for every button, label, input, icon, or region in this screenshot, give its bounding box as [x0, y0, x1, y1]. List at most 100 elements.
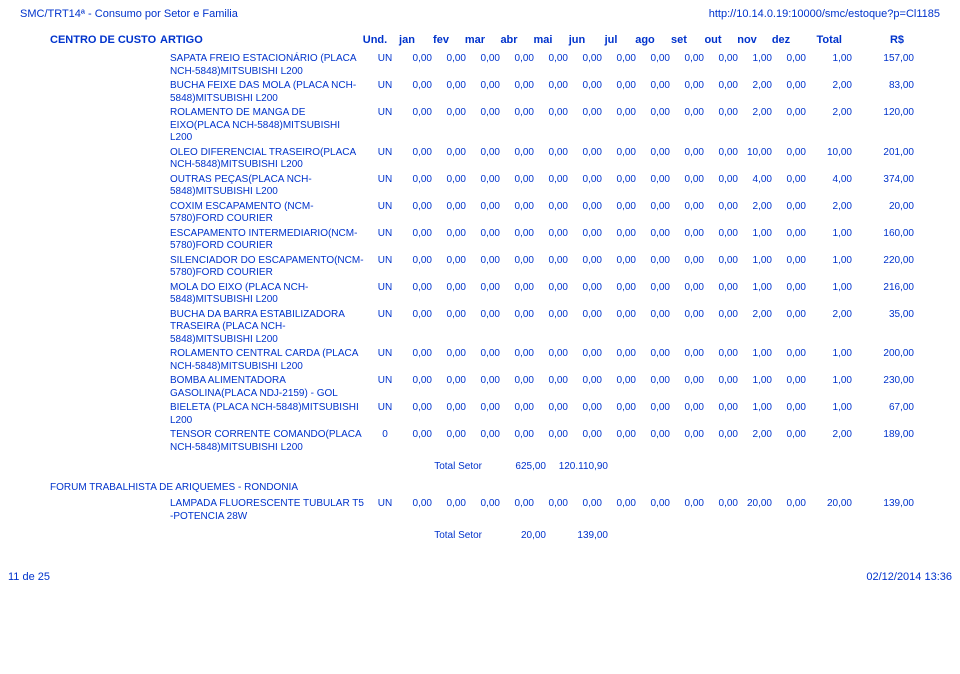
- rs-cell: 189,00: [856, 428, 918, 455]
- header-right: http://10.14.0.19:10000/smc/estoque?p=Cl…: [709, 8, 940, 20]
- month-cell: 0,00: [434, 347, 468, 374]
- month-cell: 0,00: [672, 281, 706, 308]
- month-cell: 0,00: [570, 497, 604, 524]
- total-cell: 2,00: [808, 200, 856, 227]
- und-header: Und.: [360, 34, 390, 46]
- und-cell: UN: [370, 254, 400, 281]
- month-cell: 0,00: [604, 281, 638, 308]
- month-cell: 0,00: [536, 227, 570, 254]
- month-cell: 0,00: [400, 374, 434, 401]
- und-cell: UN: [370, 497, 400, 524]
- table-row: OUTRAS PEÇAS(PLACA NCH-5848)MITSUBISHI L…: [170, 173, 918, 200]
- table-row: COXIM ESCAPAMENTO (NCM-5780)FORD COURIER…: [170, 200, 918, 227]
- month-cell: 0,00: [604, 227, 638, 254]
- month-cell: 0,00: [672, 146, 706, 173]
- month-cell: 0,00: [706, 106, 740, 146]
- month-cell: 0,00: [706, 227, 740, 254]
- rs-cell: 160,00: [856, 227, 918, 254]
- month-cell: 0,00: [774, 401, 808, 428]
- month-head-abr: abr: [492, 34, 526, 46]
- artigo-cell: ROLAMENTO DE MANGA DE EIXO(PLACA NCH-584…: [170, 106, 370, 146]
- month-cell: 0,00: [672, 497, 706, 524]
- total-cell: 2,00: [808, 79, 856, 106]
- month-cell: 0,00: [570, 146, 604, 173]
- month-cell: 0,00: [604, 79, 638, 106]
- month-cell: 0,00: [638, 173, 672, 200]
- total-cell: 20,00: [808, 497, 856, 524]
- month-cell: 0,00: [502, 227, 536, 254]
- month-cell: 0,00: [400, 401, 434, 428]
- month-cell: 0,00: [638, 308, 672, 348]
- month-cell: 0,00: [468, 308, 502, 348]
- month-cell: 0,00: [468, 146, 502, 173]
- rs-cell: 83,00: [856, 79, 918, 106]
- month-cell: 0,00: [468, 428, 502, 455]
- month-cell: 0,00: [774, 146, 808, 173]
- month-cell: 0,00: [604, 106, 638, 146]
- rs-cell: 200,00: [856, 347, 918, 374]
- month-cell: 0,00: [706, 146, 740, 173]
- total-cell: 1,00: [808, 227, 856, 254]
- rs-header: R$: [846, 34, 908, 46]
- month-cell: 0,00: [706, 52, 740, 79]
- month-cell: 0,00: [774, 374, 808, 401]
- und-cell: UN: [370, 52, 400, 79]
- total-setor-2-rs: 139,00: [550, 524, 612, 547]
- total-cell: 4,00: [808, 173, 856, 200]
- month-cell: 0,00: [468, 254, 502, 281]
- month-cell: 0,00: [468, 173, 502, 200]
- und-cell: UN: [370, 146, 400, 173]
- month-cell: 0,00: [400, 146, 434, 173]
- month-cell: 0,00: [672, 227, 706, 254]
- month-cell: 0,00: [672, 374, 706, 401]
- month-head-mar: mar: [458, 34, 492, 46]
- total-cell: 1,00: [808, 52, 856, 79]
- month-cell: 1,00: [740, 347, 774, 374]
- month-cell: 0,00: [468, 401, 502, 428]
- total-setor-1: Total Setor 625,00 120.110,90: [170, 455, 612, 478]
- month-cell: 0,00: [774, 254, 808, 281]
- table-row: SAPATA FREIO ESTACIONÁRIO (PLACA NCH-584…: [170, 52, 918, 79]
- month-cell: 0,00: [536, 401, 570, 428]
- month-cell: 0,00: [706, 281, 740, 308]
- month-cell: 0,00: [774, 281, 808, 308]
- month-cell: 0,00: [638, 497, 672, 524]
- month-cell: 0,00: [604, 52, 638, 79]
- total-cell: 2,00: [808, 308, 856, 348]
- month-cell: 0,00: [570, 281, 604, 308]
- month-cell: 0,00: [468, 200, 502, 227]
- und-cell: UN: [370, 347, 400, 374]
- month-cell: 0,00: [774, 52, 808, 79]
- month-cell: 0,00: [706, 308, 740, 348]
- month-cell: 0,00: [434, 254, 468, 281]
- artigo-cell: SAPATA FREIO ESTACIONÁRIO (PLACA NCH-584…: [170, 52, 370, 79]
- month-cell: 0,00: [604, 374, 638, 401]
- month-cell: 0,00: [570, 106, 604, 146]
- table-row: ESCAPAMENTO INTERMEDIARIO(NCM-5780)FORD …: [170, 227, 918, 254]
- total-cell: 1,00: [808, 281, 856, 308]
- month-cell: 0,00: [434, 401, 468, 428]
- rs-cell: 20,00: [856, 200, 918, 227]
- month-cell: 0,00: [638, 106, 672, 146]
- rs-cell: 220,00: [856, 254, 918, 281]
- month-head-dez: dez: [764, 34, 798, 46]
- month-cell: 0,00: [434, 308, 468, 348]
- table-row: SILENCIADOR DO ESCAPAMENTO(NCM-5780)FORD…: [170, 254, 918, 281]
- und-cell: UN: [370, 281, 400, 308]
- und-cell: UN: [370, 308, 400, 348]
- month-cell: 2,00: [740, 200, 774, 227]
- month-cell: 0,00: [570, 401, 604, 428]
- artigo-cell: SILENCIADOR DO ESCAPAMENTO(NCM-5780)FORD…: [170, 254, 370, 281]
- rs-cell: 230,00: [856, 374, 918, 401]
- month-cell: 0,00: [468, 374, 502, 401]
- month-cell: 0,00: [638, 254, 672, 281]
- month-cell: 0,00: [570, 308, 604, 348]
- month-cell: 0,00: [570, 227, 604, 254]
- month-cell: 0,00: [468, 281, 502, 308]
- table-row: MOLA DO EIXO (PLACA NCH-5848)MITSUBISHI …: [170, 281, 918, 308]
- month-head-jan: jan: [390, 34, 424, 46]
- month-cell: 2,00: [740, 308, 774, 348]
- und-cell: UN: [370, 200, 400, 227]
- month-cell: 0,00: [536, 374, 570, 401]
- und-cell: UN: [370, 106, 400, 146]
